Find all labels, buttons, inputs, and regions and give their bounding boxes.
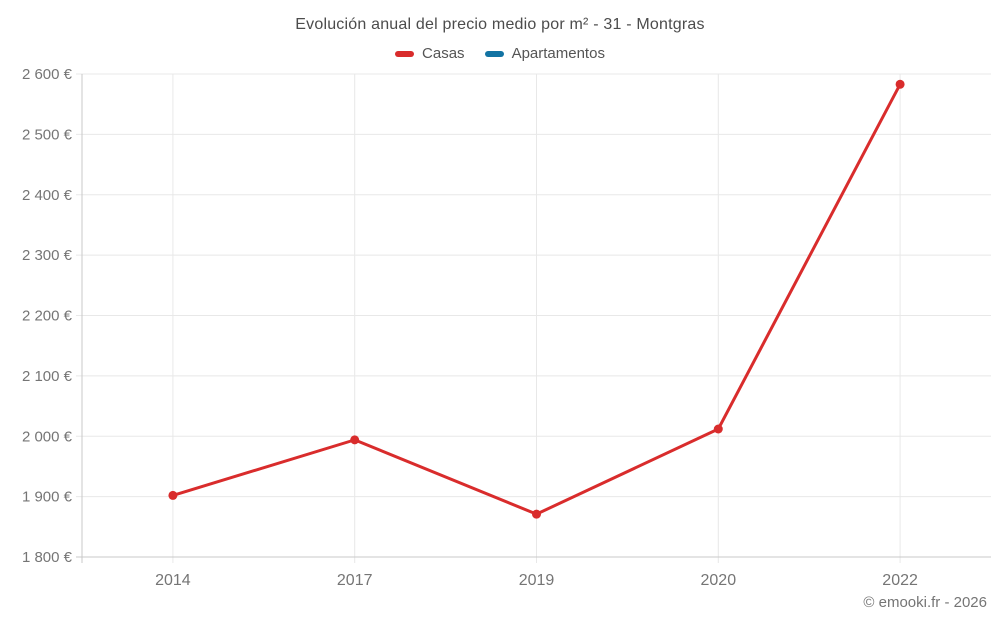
svg-text:2020: 2020 bbox=[701, 572, 737, 589]
legend-item-casas[interactable]: Casas bbox=[395, 45, 465, 62]
svg-text:2019: 2019 bbox=[519, 572, 555, 589]
legend-label-apartamentos: Apartamentos bbox=[511, 45, 605, 62]
svg-text:2 600 €: 2 600 € bbox=[22, 66, 73, 83]
svg-text:2 300 €: 2 300 € bbox=[22, 247, 73, 264]
svg-text:2 500 €: 2 500 € bbox=[22, 126, 73, 143]
svg-text:2 400 €: 2 400 € bbox=[22, 187, 73, 204]
apartamentos-series-swatch-icon bbox=[484, 50, 504, 57]
legend-item-apartamentos[interactable]: Apartamentos bbox=[484, 45, 605, 62]
casas-series-swatch-icon bbox=[395, 50, 415, 57]
svg-text:2 200 €: 2 200 € bbox=[22, 308, 73, 325]
svg-text:2017: 2017 bbox=[337, 572, 373, 589]
svg-text:2014: 2014 bbox=[155, 572, 191, 589]
svg-text:1 900 €: 1 900 € bbox=[22, 489, 73, 506]
copyright-credit: © emooki.fr - 2026 bbox=[863, 594, 987, 611]
legend-label-casas: Casas bbox=[422, 45, 465, 62]
svg-text:2022: 2022 bbox=[882, 572, 918, 589]
svg-text:1 800 €: 1 800 € bbox=[22, 549, 73, 566]
page-title: Evolución anual del precio medio por m² … bbox=[295, 16, 705, 33]
chart-legend: Casas Apartamentos bbox=[0, 45, 1000, 62]
svg-text:2 100 €: 2 100 € bbox=[22, 368, 73, 385]
svg-text:2 000 €: 2 000 € bbox=[22, 428, 73, 445]
